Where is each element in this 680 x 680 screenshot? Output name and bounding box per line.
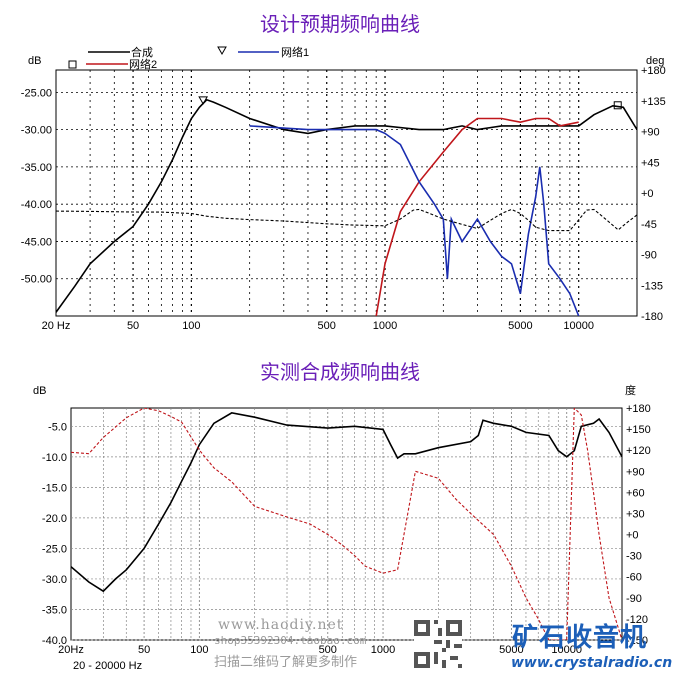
x-tick-label: 20Hz: [58, 644, 84, 656]
y-tick-label: -35.00: [21, 162, 52, 174]
y2-tick-label: +0: [641, 188, 654, 200]
y-tick-label: -5.0: [48, 421, 67, 433]
x-tick-label: 500: [319, 644, 337, 656]
design-chart: -25.00 -30.00 -35.00 -40.00 -45.00 -50.00 +180…: [21, 55, 666, 332]
x-tick-label: 50: [138, 644, 150, 656]
legend-label-network1: 网络1: [281, 45, 309, 59]
y2-tick-label: +180: [626, 403, 651, 415]
watermark-site: www.haodiy.net: [218, 617, 344, 633]
y2-tick-label: -180: [641, 311, 663, 323]
y2-tick-label: +45: [641, 157, 660, 169]
y2-tick-label: -135: [641, 280, 663, 292]
series-line-0: [71, 412, 622, 593]
legend-marker-square: [68, 60, 77, 69]
x-tick-label: 1000: [373, 320, 397, 332]
watermark-scan: 扫描二维码了解更多制作: [214, 655, 358, 670]
y-tick-label: -15.0: [42, 482, 67, 494]
y2-tick-label: -150: [626, 635, 648, 647]
y2-tick-label: +30: [626, 508, 645, 520]
x-tick-label: 500: [318, 320, 336, 332]
series-line-3: [56, 208, 637, 232]
y2-tick-label: +135: [641, 96, 666, 108]
peak-marker-triangle: [198, 96, 208, 105]
x-tick-label: 1000: [371, 644, 395, 656]
y-tick-label: -35.0: [42, 604, 67, 616]
chart-legend: 合成 网络2 网络1: [68, 45, 309, 71]
x-tick-label: 50: [127, 320, 139, 332]
series-line-0: [56, 98, 637, 313]
measured-chart: -5.0 -10.0 -15.0 -20.0 -25.0 -30.0 -35.0 -40.0 +…: [33, 383, 651, 672]
y2-tick-label: -45: [641, 219, 657, 231]
chart-title-design: 设计预期频响曲线: [260, 12, 420, 36]
x-tick-label: 20 Hz: [42, 320, 71, 332]
y2-tick-label: +90: [641, 127, 660, 139]
y-tick-label: -40.0: [42, 635, 67, 647]
y2-tick-label: -30: [626, 551, 642, 563]
series-line-2: [249, 125, 580, 316]
x-tick-label: 5000: [499, 644, 523, 656]
y-tick-label: -25.0: [42, 543, 67, 555]
brand-name: 矿石收音机: [512, 623, 648, 653]
peak-marker-square: [613, 101, 622, 110]
x-tick-label: 100: [182, 320, 200, 332]
chart-title-measured: 实测合成频响曲线: [260, 360, 420, 384]
legend-label-combined: 合成: [131, 45, 153, 59]
y-tick-label: -25.00: [21, 87, 52, 99]
y2-tick-label: -60: [626, 572, 642, 584]
y2-tick-label: -120: [626, 614, 648, 626]
y2-tick-label: +0: [626, 530, 639, 542]
y-axis-label: dB: [28, 55, 41, 67]
brand-url: www.crystalradio.cn: [511, 655, 673, 671]
x-tick-label: 5000: [508, 320, 532, 332]
y-tick-label: -10.0: [42, 452, 67, 464]
y2-tick-label: +90: [626, 466, 645, 478]
y2-tick-label: -90: [641, 250, 657, 262]
x-tick-label: 10000: [551, 644, 582, 656]
y2-tick-label: +180: [641, 65, 666, 77]
legend-marker-triangle: [217, 46, 227, 56]
range-label: 20 - 20000 Hz: [73, 660, 142, 672]
y2-tick-label: -90: [626, 593, 642, 605]
y-tick-label: -40.00: [21, 199, 52, 211]
qr-code-icon: [414, 620, 462, 668]
watermark-shop: shop35392304.taobao.com: [214, 634, 367, 647]
y2-tick-label: +120: [626, 445, 651, 457]
y2-axis-label: deg: [646, 55, 664, 67]
plot-area: [55, 69, 638, 317]
y-tick-label: -50.00: [21, 274, 52, 286]
y-tick-label: -30.0: [42, 574, 67, 586]
y-tick-label: -30.00: [21, 125, 52, 137]
y2-tick-label: +150: [626, 424, 651, 436]
y-tick-label: -45.00: [21, 236, 52, 248]
y2-axis-label: 度: [625, 383, 636, 397]
series-line-1: [375, 117, 579, 316]
y-axis-label: dB: [33, 385, 46, 397]
legend-label-network2: 网络2: [129, 57, 157, 71]
y2-tick-label: +60: [626, 487, 645, 499]
x-tick-label: 10000: [563, 320, 594, 332]
x-tick-label: 100: [190, 644, 208, 656]
plot-area: [70, 407, 623, 641]
y-tick-label: -20.0: [42, 513, 67, 525]
